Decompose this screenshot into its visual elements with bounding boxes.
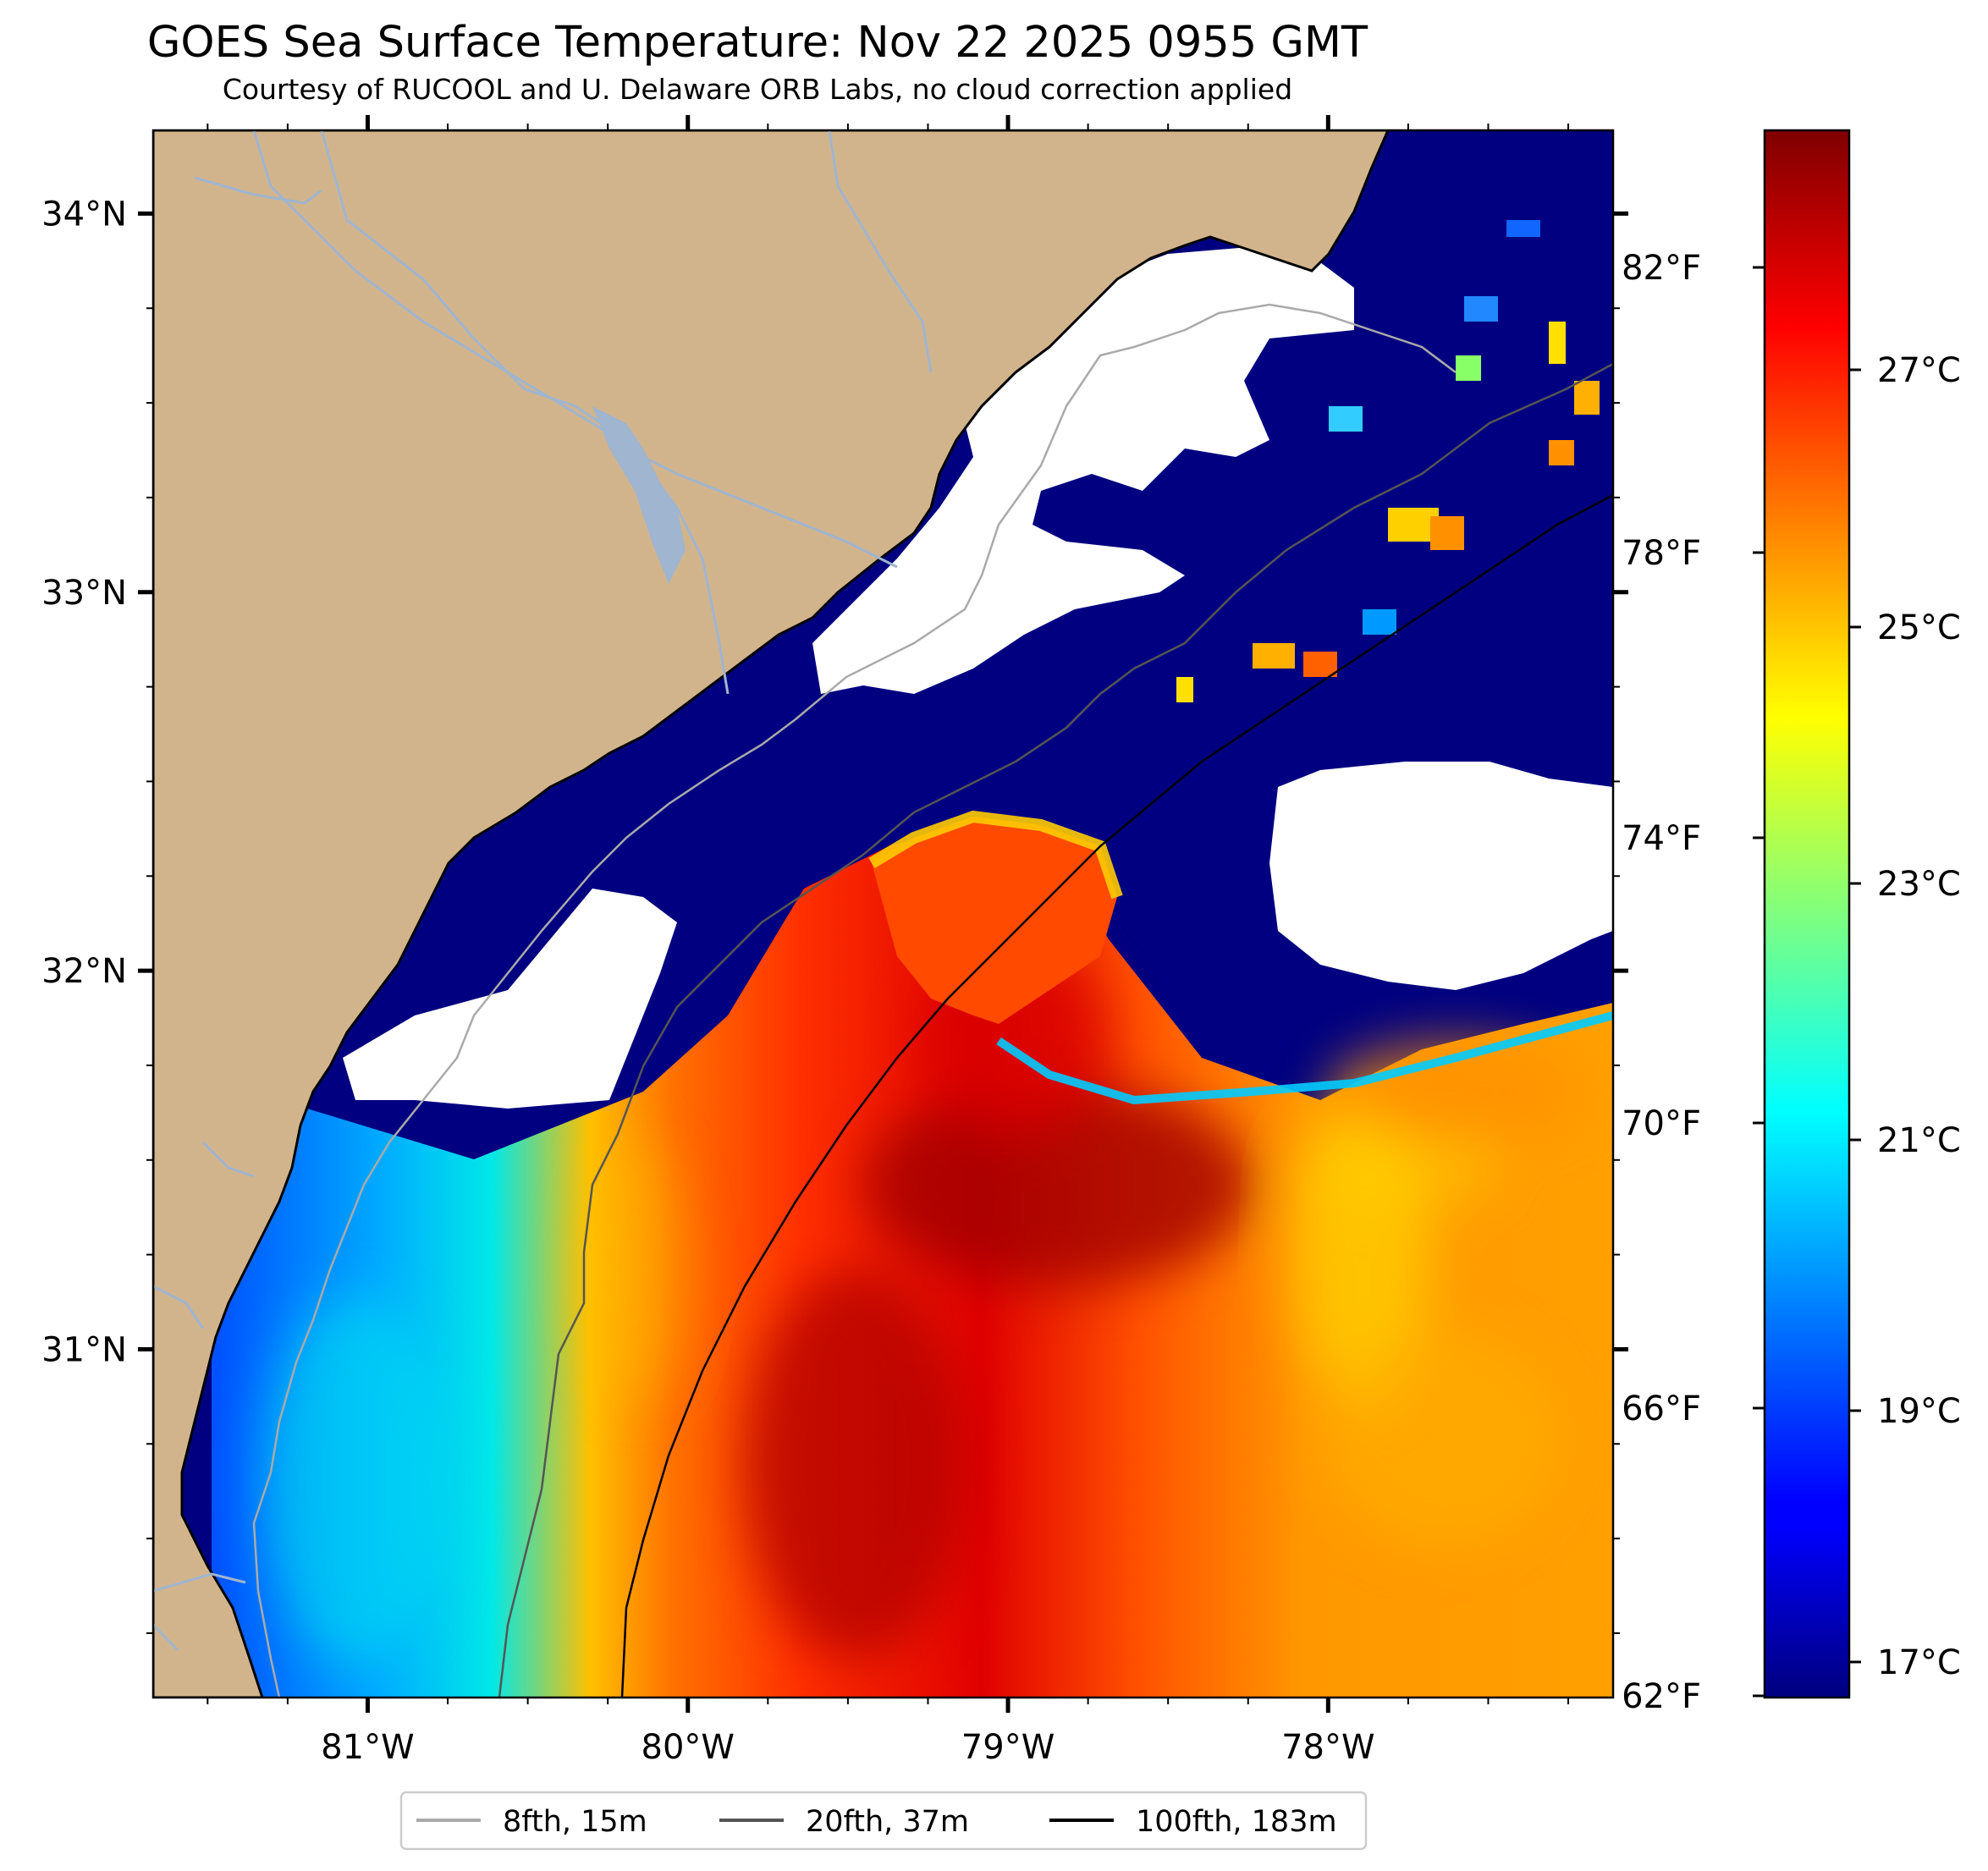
legend-box	[399, 1791, 1368, 1851]
page-subtitle: Courtesy of RUCOOL and U. Delaware ORB L…	[222, 73, 1293, 106]
land	[153, 130, 1390, 1698]
rivers	[153, 130, 933, 1652]
cloud-mask	[343, 245, 1613, 1109]
sst-warm-eddy	[872, 817, 1117, 1024]
legend-label-20fth: 20fth, 37m	[806, 1805, 969, 1839]
contour-20fth	[498, 362, 1613, 1698]
colorbar-gradient	[1763, 129, 1851, 1699]
colorbar-f-label-78: 78°F	[1622, 534, 1701, 573]
colorbar-f-label-70: 70°F	[1622, 1104, 1701, 1143]
lon-label-79w: 79°W	[961, 1728, 1055, 1767]
page-title: GOES Sea Surface Temperature: Nov 22 202…	[146, 18, 1368, 68]
lat-label-34: 34°N	[41, 195, 127, 234]
colorbar-c-label-23: 23°C	[1877, 865, 1961, 904]
lon-label-80w: 80°W	[642, 1728, 735, 1767]
colorbar-c-label-27: 27°C	[1877, 351, 1961, 390]
colorbar-c-label-17: 17°C	[1877, 1643, 1961, 1682]
legend-label-8fth: 8fth, 15m	[503, 1805, 647, 1839]
contour-100fth	[620, 493, 1613, 1698]
lat-label-33: 33°N	[41, 574, 127, 613]
contour-8fth	[252, 303, 1457, 1698]
colorbar-f-label-62: 62°F	[1622, 1677, 1701, 1716]
axis-ticks	[138, 115, 1628, 1713]
lake	[592, 406, 686, 584]
sst-warm-field	[212, 825, 1613, 1698]
lon-label-78w: 78°W	[1281, 1728, 1374, 1767]
sst-eddy-edge	[868, 810, 1123, 900]
colorbar-c-label-19: 19°C	[1877, 1392, 1961, 1431]
sst-map	[153, 130, 1613, 1698]
lon-label-81w: 81°W	[321, 1728, 414, 1767]
lat-label-32: 32°N	[41, 952, 127, 991]
legend-label-100fth: 100fth, 183m	[1136, 1805, 1337, 1839]
colorbar-c-label-21: 21°C	[1877, 1121, 1961, 1160]
sst-front-edge	[996, 1011, 1613, 1105]
lat-label-31: 31°N	[41, 1330, 127, 1369]
colorbar-c-label-25: 25°C	[1877, 608, 1961, 647]
colorbar-f-label-66: 66°F	[1622, 1389, 1701, 1428]
legend: 8fth, 15m 20fth, 37m 100fth, 183m	[399, 1791, 1368, 1851]
colorbar: 82°F 78°F 74°F 70°F 66°F 62°F 27°C 25°C …	[1622, 129, 1961, 1716]
colorbar-ticks	[1753, 266, 1861, 1698]
colorbar-f-label-74: 74°F	[1622, 819, 1701, 858]
map-frame	[151, 129, 1615, 1699]
sst-northern-patches	[1176, 220, 1600, 702]
colorbar-f-label-82: 82°F	[1622, 249, 1701, 288]
